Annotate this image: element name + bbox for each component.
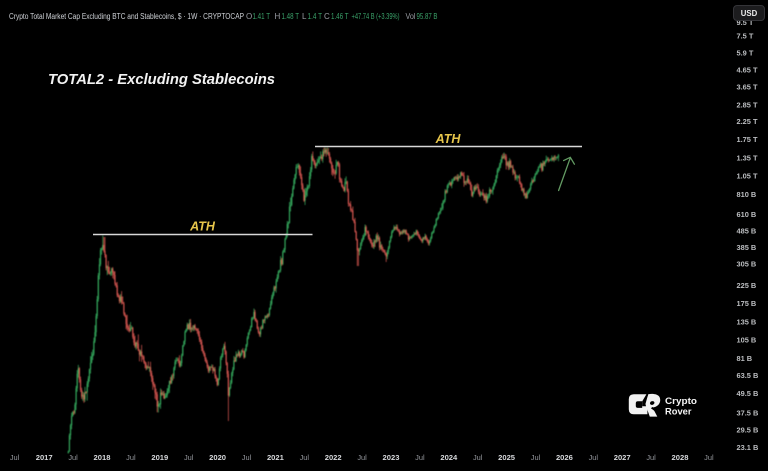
svg-text:Jul: Jul: [242, 453, 252, 462]
svg-text:7.5 T: 7.5 T: [737, 31, 754, 40]
svg-text:135 B: 135 B: [737, 317, 757, 326]
svg-text:385 B: 385 B: [737, 243, 757, 252]
svg-text:2027: 2027: [614, 453, 631, 462]
svg-text:2018: 2018: [94, 453, 111, 462]
svg-text:2026: 2026: [556, 453, 573, 462]
svg-text:L: L: [302, 12, 307, 21]
svg-text:225 B: 225 B: [737, 281, 757, 290]
svg-text:2019: 2019: [151, 453, 168, 462]
svg-text:O: O: [246, 12, 252, 21]
svg-text:Jul: Jul: [357, 453, 367, 462]
svg-text:Jul: Jul: [68, 453, 78, 462]
svg-text:Jul: Jul: [415, 453, 425, 462]
svg-text:Crypto Total Market Cap Exclud: Crypto Total Market Cap Excluding BTC an…: [9, 12, 244, 21]
svg-text:1.05 T: 1.05 T: [737, 171, 758, 180]
svg-text:Jul: Jul: [589, 453, 599, 462]
svg-text:2028: 2028: [672, 453, 689, 462]
svg-text:Crypto: Crypto: [665, 396, 697, 407]
svg-text:2017: 2017: [36, 453, 53, 462]
svg-text:USD: USD: [741, 9, 758, 18]
svg-text:305 B: 305 B: [737, 259, 757, 268]
svg-text:Rover: Rover: [665, 407, 692, 418]
svg-text:1.46 T: 1.46 T: [331, 12, 349, 21]
svg-text:Jul: Jul: [300, 453, 310, 462]
svg-text:1.4 T: 1.4 T: [308, 12, 323, 21]
svg-text:2025: 2025: [498, 453, 516, 462]
svg-text:4.65 T: 4.65 T: [737, 65, 758, 74]
svg-text:2.25 T: 2.25 T: [737, 117, 758, 126]
svg-text:23.1 B: 23.1 B: [737, 443, 759, 452]
svg-text:1.75 T: 1.75 T: [737, 135, 758, 144]
svg-text:810 B: 810 B: [737, 190, 757, 199]
svg-text:ATH: ATH: [435, 132, 462, 146]
svg-text:1.41 T: 1.41 T: [253, 12, 271, 21]
svg-text:C: C: [324, 12, 330, 21]
svg-text:5.9 T: 5.9 T: [737, 48, 754, 57]
svg-text:Jul: Jul: [704, 453, 714, 462]
svg-text:610 B: 610 B: [737, 210, 757, 219]
svg-text:1.35 T: 1.35 T: [737, 154, 758, 163]
svg-text:2023: 2023: [383, 453, 400, 462]
svg-text:+47.74 B (+3.39%): +47.74 B (+3.39%): [352, 12, 400, 21]
svg-text:49.5 B: 49.5 B: [737, 389, 759, 398]
svg-text:2022: 2022: [325, 453, 342, 462]
svg-text:2020: 2020: [209, 453, 226, 462]
svg-text:485 B: 485 B: [737, 226, 757, 235]
svg-text:175 B: 175 B: [737, 299, 757, 308]
svg-text:ATH: ATH: [189, 220, 216, 234]
svg-text:105 B: 105 B: [737, 335, 757, 344]
svg-text:37.5 B: 37.5 B: [737, 409, 759, 418]
svg-text:63.5 B: 63.5 B: [737, 371, 759, 380]
svg-text:Jul: Jul: [126, 453, 136, 462]
svg-text:2021: 2021: [267, 453, 285, 462]
svg-text:Jul: Jul: [10, 453, 20, 462]
svg-text:Jul: Jul: [473, 453, 483, 462]
svg-text:H: H: [275, 12, 281, 21]
svg-text:TOTAL2 - Excluding Stablecoins: TOTAL2 - Excluding Stablecoins: [48, 71, 275, 88]
svg-text:9.5 T: 9.5 T: [737, 18, 754, 27]
svg-text:2.85 T: 2.85 T: [737, 100, 758, 109]
svg-text:29.5 B: 29.5 B: [737, 426, 759, 435]
svg-text:Jul: Jul: [646, 453, 656, 462]
svg-text:1.48 T: 1.48 T: [282, 12, 300, 21]
svg-text:95.87 B: 95.87 B: [417, 12, 438, 21]
svg-text:2024: 2024: [440, 453, 458, 462]
svg-text:81 B: 81 B: [737, 354, 753, 363]
svg-text:Vol: Vol: [406, 12, 416, 21]
svg-text:Jul: Jul: [531, 453, 541, 462]
svg-text:3.65 T: 3.65 T: [737, 83, 758, 92]
svg-text:Jul: Jul: [184, 453, 194, 462]
